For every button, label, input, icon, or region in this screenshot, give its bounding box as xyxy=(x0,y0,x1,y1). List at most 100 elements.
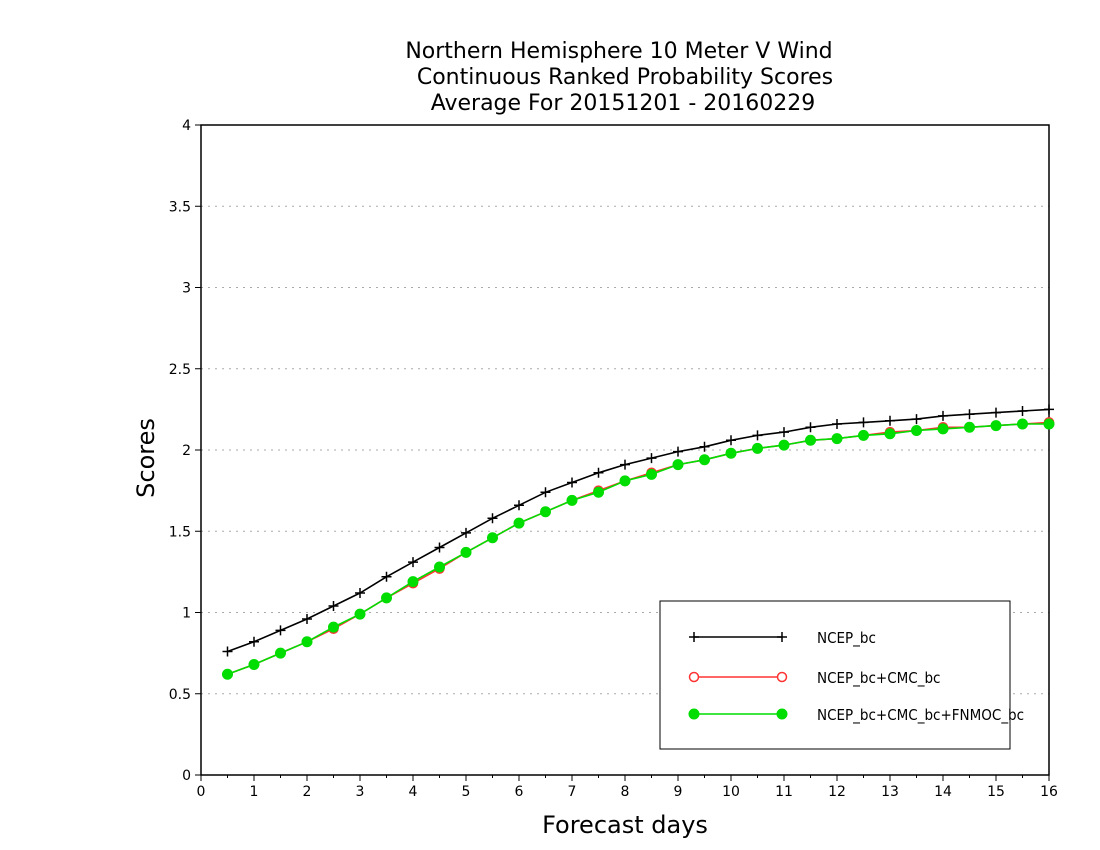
data-point xyxy=(831,433,843,445)
x-tick-label: 3 xyxy=(356,784,365,800)
x-tick-label: 8 xyxy=(621,784,630,800)
x-tick-label: 7 xyxy=(568,784,577,800)
data-point xyxy=(540,487,551,498)
data-point xyxy=(885,415,895,426)
legend-marker xyxy=(688,708,700,720)
data-point xyxy=(884,428,896,440)
data-point xyxy=(964,409,975,420)
x-tick-label: 2 xyxy=(303,784,312,800)
data-point xyxy=(566,494,578,506)
y-tick-label: 3.5 xyxy=(169,199,191,215)
data-point xyxy=(355,588,365,598)
data-point xyxy=(593,486,604,498)
data-point xyxy=(699,454,710,466)
data-point xyxy=(699,441,710,452)
y-axis: 0 0.5 1 1.5 2 2.5 3 3.5 4 xyxy=(169,118,201,784)
data-point xyxy=(567,477,577,488)
x-tick-label: 15 xyxy=(987,784,1005,800)
data-point xyxy=(328,601,339,611)
data-point xyxy=(301,636,313,648)
x-tick-label: 6 xyxy=(515,784,524,800)
data-point xyxy=(354,608,366,620)
data-point xyxy=(1017,406,1028,416)
title-line-2: Continuous Ranked Probability Scores xyxy=(417,65,833,90)
x-tick-label: 5 xyxy=(462,784,471,800)
x-tick-label: 4 xyxy=(409,784,418,800)
data-point xyxy=(381,592,392,604)
data-point xyxy=(911,425,922,436)
data-point xyxy=(858,429,869,441)
x-axis-label: Forecast days xyxy=(542,811,708,839)
y-axis-label: Scores xyxy=(132,418,160,498)
gridlines xyxy=(201,205,1049,695)
x-tick-label: 1 xyxy=(250,784,259,800)
data-point xyxy=(673,446,683,457)
y-tick-label: 0.5 xyxy=(169,687,191,703)
y-tick-label: 0 xyxy=(182,768,191,784)
data-point xyxy=(487,513,498,524)
y-tick-label: 1.5 xyxy=(169,524,191,540)
legend-marker xyxy=(776,671,788,683)
data-point xyxy=(487,532,498,544)
data-point xyxy=(1043,418,1055,430)
x-tick-label: 13 xyxy=(881,784,899,800)
data-point xyxy=(726,435,736,446)
title-line-3: Average For 20151201 - 20160229 xyxy=(431,91,816,116)
data-point xyxy=(832,419,842,429)
legend-box xyxy=(659,600,1011,750)
x-axis: 0 1 2 3 4 5 6 7 8 9 10 11 12 13 14 15 16 xyxy=(197,775,1058,800)
data-point xyxy=(938,410,948,421)
x-tick-label: 0 xyxy=(197,784,206,800)
data-point xyxy=(646,453,657,464)
data-point xyxy=(779,427,789,438)
x-tick-label: 9 xyxy=(674,784,683,800)
chart-title: Northern Hemisphere 10 Meter V Wind Cont… xyxy=(405,39,833,116)
series-3 xyxy=(222,418,1055,680)
data-point xyxy=(805,434,816,446)
data-point xyxy=(964,421,975,433)
y-tick-label: 2 xyxy=(182,443,191,459)
data-point xyxy=(805,422,816,433)
y-tick-label: 2.5 xyxy=(169,362,191,378)
legend-item: NCEP_bc+CMC_bc xyxy=(688,669,940,688)
x-tick-label: 12 xyxy=(828,784,846,800)
data-point xyxy=(646,468,657,480)
title-line-1: Northern Hemisphere 10 Meter V Wind xyxy=(405,39,832,64)
data-point xyxy=(461,527,471,538)
x-tick-label: 11 xyxy=(775,784,793,800)
data-point xyxy=(222,668,233,680)
data-point xyxy=(302,614,312,624)
data-point xyxy=(752,442,763,454)
data-point xyxy=(593,467,604,478)
data-point xyxy=(1017,418,1028,430)
data-point xyxy=(672,459,684,471)
data-point xyxy=(381,571,392,582)
data-point xyxy=(991,407,1001,418)
data-point xyxy=(725,447,737,459)
data-point xyxy=(328,621,339,633)
data-point xyxy=(1044,404,1054,415)
legend-item: NCEP_bc+CMC_bc+FNMOC_bc xyxy=(688,706,1024,725)
data-point xyxy=(249,636,259,647)
data-point xyxy=(514,500,524,511)
data-point xyxy=(407,576,419,588)
legend-marker xyxy=(688,671,700,683)
data-point xyxy=(513,517,525,529)
data-point xyxy=(858,417,869,428)
data-point xyxy=(275,647,286,659)
data-point xyxy=(778,439,790,451)
x-tick-label: 14 xyxy=(934,784,952,800)
data-point xyxy=(990,420,1002,432)
x-tick-label: 10 xyxy=(722,784,740,800)
x-tick-label: 16 xyxy=(1040,784,1058,800)
series-1 xyxy=(222,404,1054,657)
legend-label: NCEP_bc+CMC_bc+FNMOC_bc xyxy=(817,706,1024,725)
legend-label: NCEP_bc xyxy=(817,629,876,648)
legend: NCEP_bc NCEP_bc+CMC_bc NCEP_bc+CMC_bc+FNMO… xyxy=(659,600,1024,750)
data-point xyxy=(434,561,445,573)
legend-marker xyxy=(689,632,699,642)
data-point xyxy=(911,414,922,425)
y-tick-label: 4 xyxy=(182,118,191,134)
y-tick-label: 3 xyxy=(182,281,191,297)
